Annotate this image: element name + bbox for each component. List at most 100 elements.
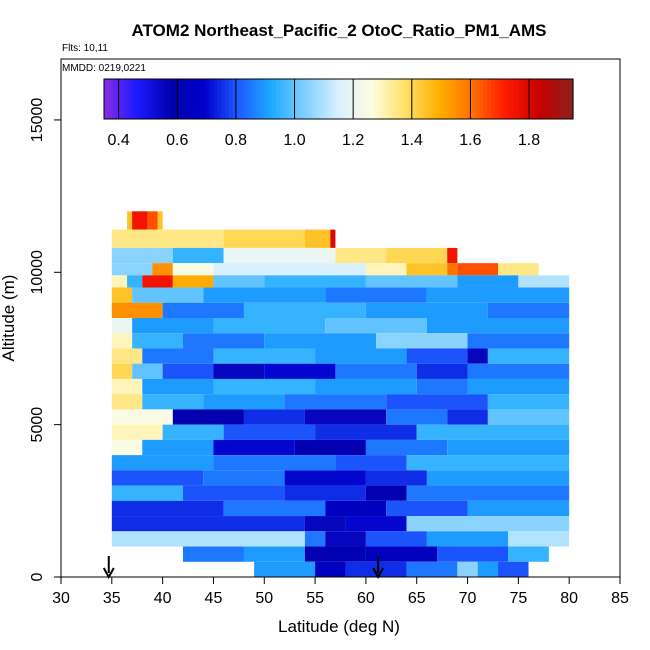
- colorbar-step: [318, 79, 324, 119]
- heatmap-cell-1-3: [330, 229, 336, 248]
- colorbar-step: [537, 79, 543, 119]
- heatmap-cell-14-4: [416, 424, 570, 440]
- colorbar-step: [135, 79, 140, 119]
- heatmap-cell-23-6: [498, 561, 529, 577]
- heatmap-cell-0-1: [132, 211, 148, 230]
- x-tick-label: 80: [560, 590, 578, 607]
- heatmap-cell-10-7: [467, 363, 570, 379]
- colorbar-step: [174, 79, 179, 119]
- colorbar-step: [479, 79, 484, 119]
- colorbar-step: [225, 79, 230, 119]
- colorbar-step: [264, 79, 269, 119]
- heatmap-cell-12-3: [284, 394, 387, 410]
- heatmap-cell-2-1: [172, 247, 224, 264]
- colorbar-step: [311, 79, 316, 119]
- heatmap-cell-0-2: [147, 211, 158, 230]
- heatmap-cell-8-2: [182, 333, 265, 349]
- colorbar-step: [217, 79, 222, 119]
- colorbar-step: [412, 79, 418, 119]
- colorbar-step: [494, 79, 500, 119]
- heatmap-cell-23-3: [406, 561, 458, 577]
- colorbar-step: [154, 79, 160, 119]
- colorbar-step: [553, 79, 558, 119]
- colorbar-step: [424, 79, 429, 119]
- heatmap-cell-6-4: [487, 302, 570, 318]
- heatmap-cell-4-0: [111, 275, 128, 288]
- x-tick-label: 40: [154, 590, 172, 607]
- colorbar-step: [213, 79, 218, 119]
- colorbar-step: [139, 79, 144, 119]
- colorbar-step: [530, 79, 535, 119]
- heatmap-cell-14-0: [111, 424, 163, 440]
- heatmap-cell-9-6: [487, 348, 570, 364]
- colorbar-step: [295, 79, 301, 119]
- heatmap-cell-19-3: [386, 500, 468, 517]
- heatmap-cell-2-2: [223, 247, 336, 264]
- heatmap-cell-17-4: [426, 470, 570, 486]
- heatmap-cell-9-4: [406, 348, 468, 364]
- heatmap-cell-11-5: [467, 378, 570, 395]
- heatmap-cell-17-0: [111, 470, 204, 486]
- colorbar-step: [146, 79, 152, 119]
- heatmap-cell-17-2: [284, 470, 366, 486]
- heatmap-cell-12-0: [111, 394, 143, 410]
- colorbar-tick-label: 1.6: [459, 132, 481, 149]
- heatmap-cell-12-1: [142, 394, 204, 410]
- x-tick-label: 50: [255, 590, 273, 607]
- heatmap-cell-4-4: [213, 275, 265, 288]
- heatmap-cell-22-1: [243, 546, 305, 562]
- heatmap-cells: [111, 211, 570, 577]
- colorbar-step: [440, 79, 445, 119]
- colorbar: 0.4 0.6 0.8 1.0 1.2 1.4 1.6 1.8: [103, 78, 574, 149]
- heatmap-cell-3-1: [152, 263, 173, 276]
- heatmap-cell-11-4: [416, 378, 468, 395]
- heatmap-cell-13-1: [172, 409, 244, 425]
- heatmap-cell-20-0: [111, 516, 305, 532]
- colorbar-step: [377, 79, 383, 119]
- heatmap-cell-13-4: [386, 409, 448, 425]
- x-tick-label: 55: [306, 590, 324, 607]
- colorbar-step: [404, 79, 410, 119]
- colorbar-step: [283, 79, 289, 119]
- heatmap-cell-15-1: [142, 439, 214, 456]
- heatmap-cell-1-0: [111, 229, 224, 248]
- heatmap-cell-7-0: [111, 318, 133, 334]
- heatmap-cell-16-1: [213, 455, 336, 471]
- heatmap-cell-3-9: [498, 263, 539, 276]
- heatmap-cell-10-5: [335, 363, 417, 379]
- colorbar-step: [229, 79, 234, 119]
- colorbar-step: [483, 79, 488, 119]
- colorbar-step: [260, 79, 265, 119]
- heatmap-cell-7-3: [325, 318, 427, 334]
- colorbar-step: [178, 79, 183, 119]
- colorbar-step: [361, 79, 367, 119]
- colorbar-step: [428, 79, 433, 119]
- heatmap-cell-17-3: [365, 470, 427, 486]
- colorbar-step: [104, 79, 109, 119]
- heatmap-cell-22-3: [365, 546, 438, 562]
- heatmap-cell-2-5: [447, 247, 458, 264]
- heatmap-cell-16-3: [406, 455, 570, 471]
- colorbar-step: [182, 79, 187, 119]
- heatmap-cell-23-2: [345, 561, 407, 577]
- colorbar-step: [459, 79, 465, 119]
- heatmap-cell-13-5: [447, 409, 488, 425]
- colorbar-step: [490, 79, 496, 119]
- heatmap-cell-18-2: [284, 485, 366, 501]
- heatmap-cell-8-1: [132, 333, 183, 349]
- heatmap-cell-4-8: [518, 275, 570, 288]
- colorbar-step: [369, 79, 375, 119]
- colorbar-step: [354, 79, 359, 119]
- heatmap-cell-3-0: [111, 263, 153, 276]
- heatmap-cell-9-5: [467, 348, 488, 364]
- colorbar-step: [322, 79, 328, 119]
- x-tick-label: 65: [408, 590, 426, 607]
- heatmap-cell-20-2: [345, 516, 407, 532]
- heatmap-cell-6-3: [365, 302, 488, 318]
- colorbar-step: [444, 79, 449, 119]
- colorbar-tick-label: 0.8: [225, 132, 247, 149]
- x-axis-label: Latitude (deg N): [278, 617, 400, 636]
- heatmap-cell-4-5: [264, 275, 366, 288]
- colorbar-step: [115, 79, 121, 119]
- colorbar-step: [166, 79, 172, 119]
